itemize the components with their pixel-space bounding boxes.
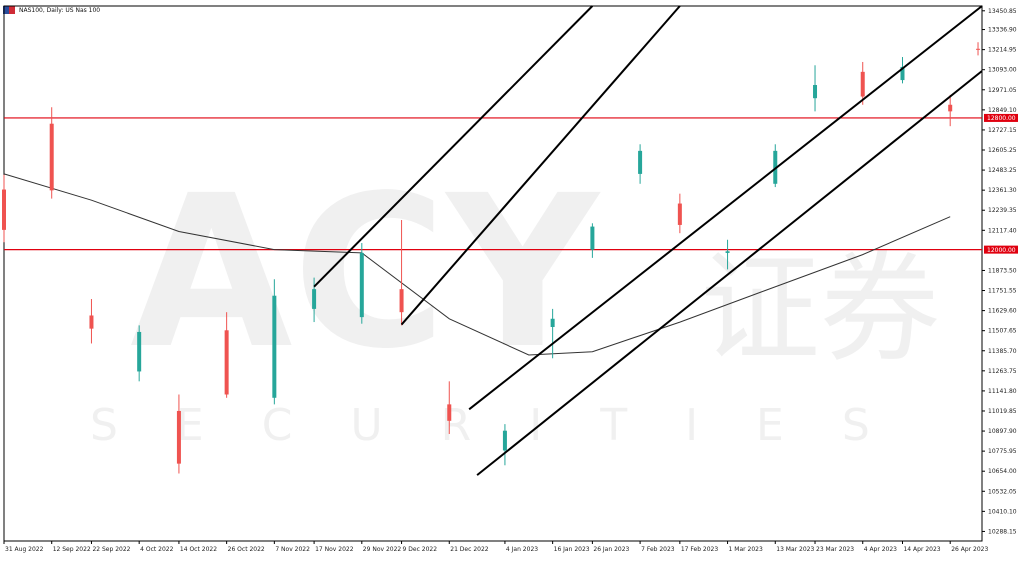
watermark-sub: SECURITIES	[90, 400, 928, 451]
y-tick-label: 10288.15	[988, 528, 1017, 535]
y-tick-label: 13336.90	[988, 27, 1017, 34]
candle-body	[359, 252, 364, 318]
candle-body	[272, 295, 277, 398]
y-tick-label: 11019.85	[988, 408, 1017, 415]
x-tick-label: 13 Mar 2023	[776, 546, 814, 553]
y-tick-label: 11263.75	[988, 368, 1017, 375]
price-label-box	[984, 245, 1018, 254]
flag-icon	[3, 6, 15, 14]
candle-body	[312, 289, 317, 309]
chart-header: NAS100, Daily: US Nas 100	[3, 3, 100, 17]
x-tick-label: 7 Feb 2023	[641, 546, 675, 553]
candle-body	[447, 404, 452, 421]
candle-body	[399, 289, 404, 313]
x-tick-label: 29 Nov 2022	[363, 546, 402, 553]
x-tick-label: 1 Mar 2023	[729, 546, 763, 553]
x-tick-label: 9 Dec 2022	[403, 546, 438, 553]
watermark-brand-cn: 证券	[700, 240, 940, 379]
candle-body	[550, 318, 555, 327]
y-tick-label: 11141.80	[988, 388, 1017, 395]
y-tick-label: 11507.65	[988, 328, 1017, 335]
candle-body	[948, 104, 953, 112]
candle-body	[89, 315, 94, 329]
y-tick-label: 12605.25	[988, 147, 1017, 154]
y-tick-label: 11385.70	[988, 348, 1017, 355]
y-tick-label: 13450.85	[988, 8, 1017, 15]
x-tick-label: 4 Oct 2022	[140, 546, 173, 553]
x-tick-label: 7 Nov 2022	[275, 546, 310, 553]
x-tick-label: 4 Apr 2023	[864, 546, 897, 553]
channel-line	[313, 5, 594, 288]
y-tick-label: 11873.50	[988, 267, 1017, 274]
candle-body	[677, 203, 682, 225]
price-label: 12800.00	[987, 115, 1016, 122]
price-label: 12000.00	[987, 247, 1016, 254]
y-tick-label: 11629.60	[988, 308, 1017, 315]
candle-body	[638, 150, 643, 174]
x-tick-label: 17 Nov 2022	[315, 546, 354, 553]
candle-body	[976, 48, 981, 50]
channel-line	[400, 5, 681, 326]
y-tick-label: 10775.95	[988, 448, 1017, 455]
x-tick-label: 12 Sep 2022	[53, 546, 91, 553]
x-tick-label: 31 Aug 2022	[5, 546, 44, 553]
y-tick-label: 12117.40	[988, 227, 1017, 234]
chart-title: NAS100, Daily: US Nas 100	[19, 6, 101, 14]
candle-body	[137, 331, 142, 372]
candle-body	[813, 85, 818, 99]
candle-body	[590, 226, 595, 250]
y-tick-label: 10532.05	[988, 488, 1017, 495]
x-tick-label: 23 Mar 2023	[816, 546, 854, 553]
y-tick-label: 12361.30	[988, 187, 1017, 194]
candle-body	[725, 251, 730, 253]
channel-line	[476, 70, 983, 476]
candle-body	[49, 123, 54, 191]
x-tick-label: 16 Jan 2023	[554, 546, 590, 553]
y-tick-label: 10654.00	[988, 468, 1017, 475]
candle-body	[2, 189, 6, 230]
x-tick-label: 26 Oct 2022	[228, 546, 265, 553]
x-tick-label: 21 Dec 2022	[450, 546, 489, 553]
x-tick-label: 4 Jan 2023	[506, 546, 538, 553]
y-tick-label: 13214.95	[988, 47, 1017, 54]
y-tick-label: 12971.05	[988, 87, 1017, 94]
candle-body	[502, 430, 507, 451]
x-tick-label: 14 Apr 2023	[903, 546, 940, 553]
x-tick-label: 26 Apr 2023	[951, 546, 988, 553]
y-tick-label: 12239.35	[988, 207, 1017, 214]
candle-body	[860, 71, 865, 97]
plot-frame	[3, 5, 983, 542]
y-tick-label: 10410.10	[988, 508, 1017, 515]
moving-average-line	[3, 173, 951, 356]
y-tick-label: 12483.25	[988, 167, 1017, 174]
x-tick-label: 26 Jan 2023	[593, 546, 629, 553]
y-tick-label: 12727.15	[988, 127, 1017, 134]
watermark-brand: ACY	[130, 150, 602, 395]
candle-body	[224, 330, 229, 395]
y-tick-label: 11751.55	[988, 288, 1017, 295]
y-tick-label: 12849.10	[988, 107, 1017, 114]
y-tick-label: 10897.90	[988, 428, 1017, 435]
candle-body	[176, 410, 181, 464]
candle-body	[900, 66, 905, 81]
x-tick-label: 17 Feb 2023	[681, 546, 719, 553]
channel-line	[468, 5, 983, 411]
y-tick-label: 13093.00	[988, 67, 1017, 74]
x-tick-label: 14 Oct 2022	[180, 546, 217, 553]
price-label-box	[984, 113, 1018, 122]
x-tick-label: 22 Sep 2022	[92, 546, 130, 553]
